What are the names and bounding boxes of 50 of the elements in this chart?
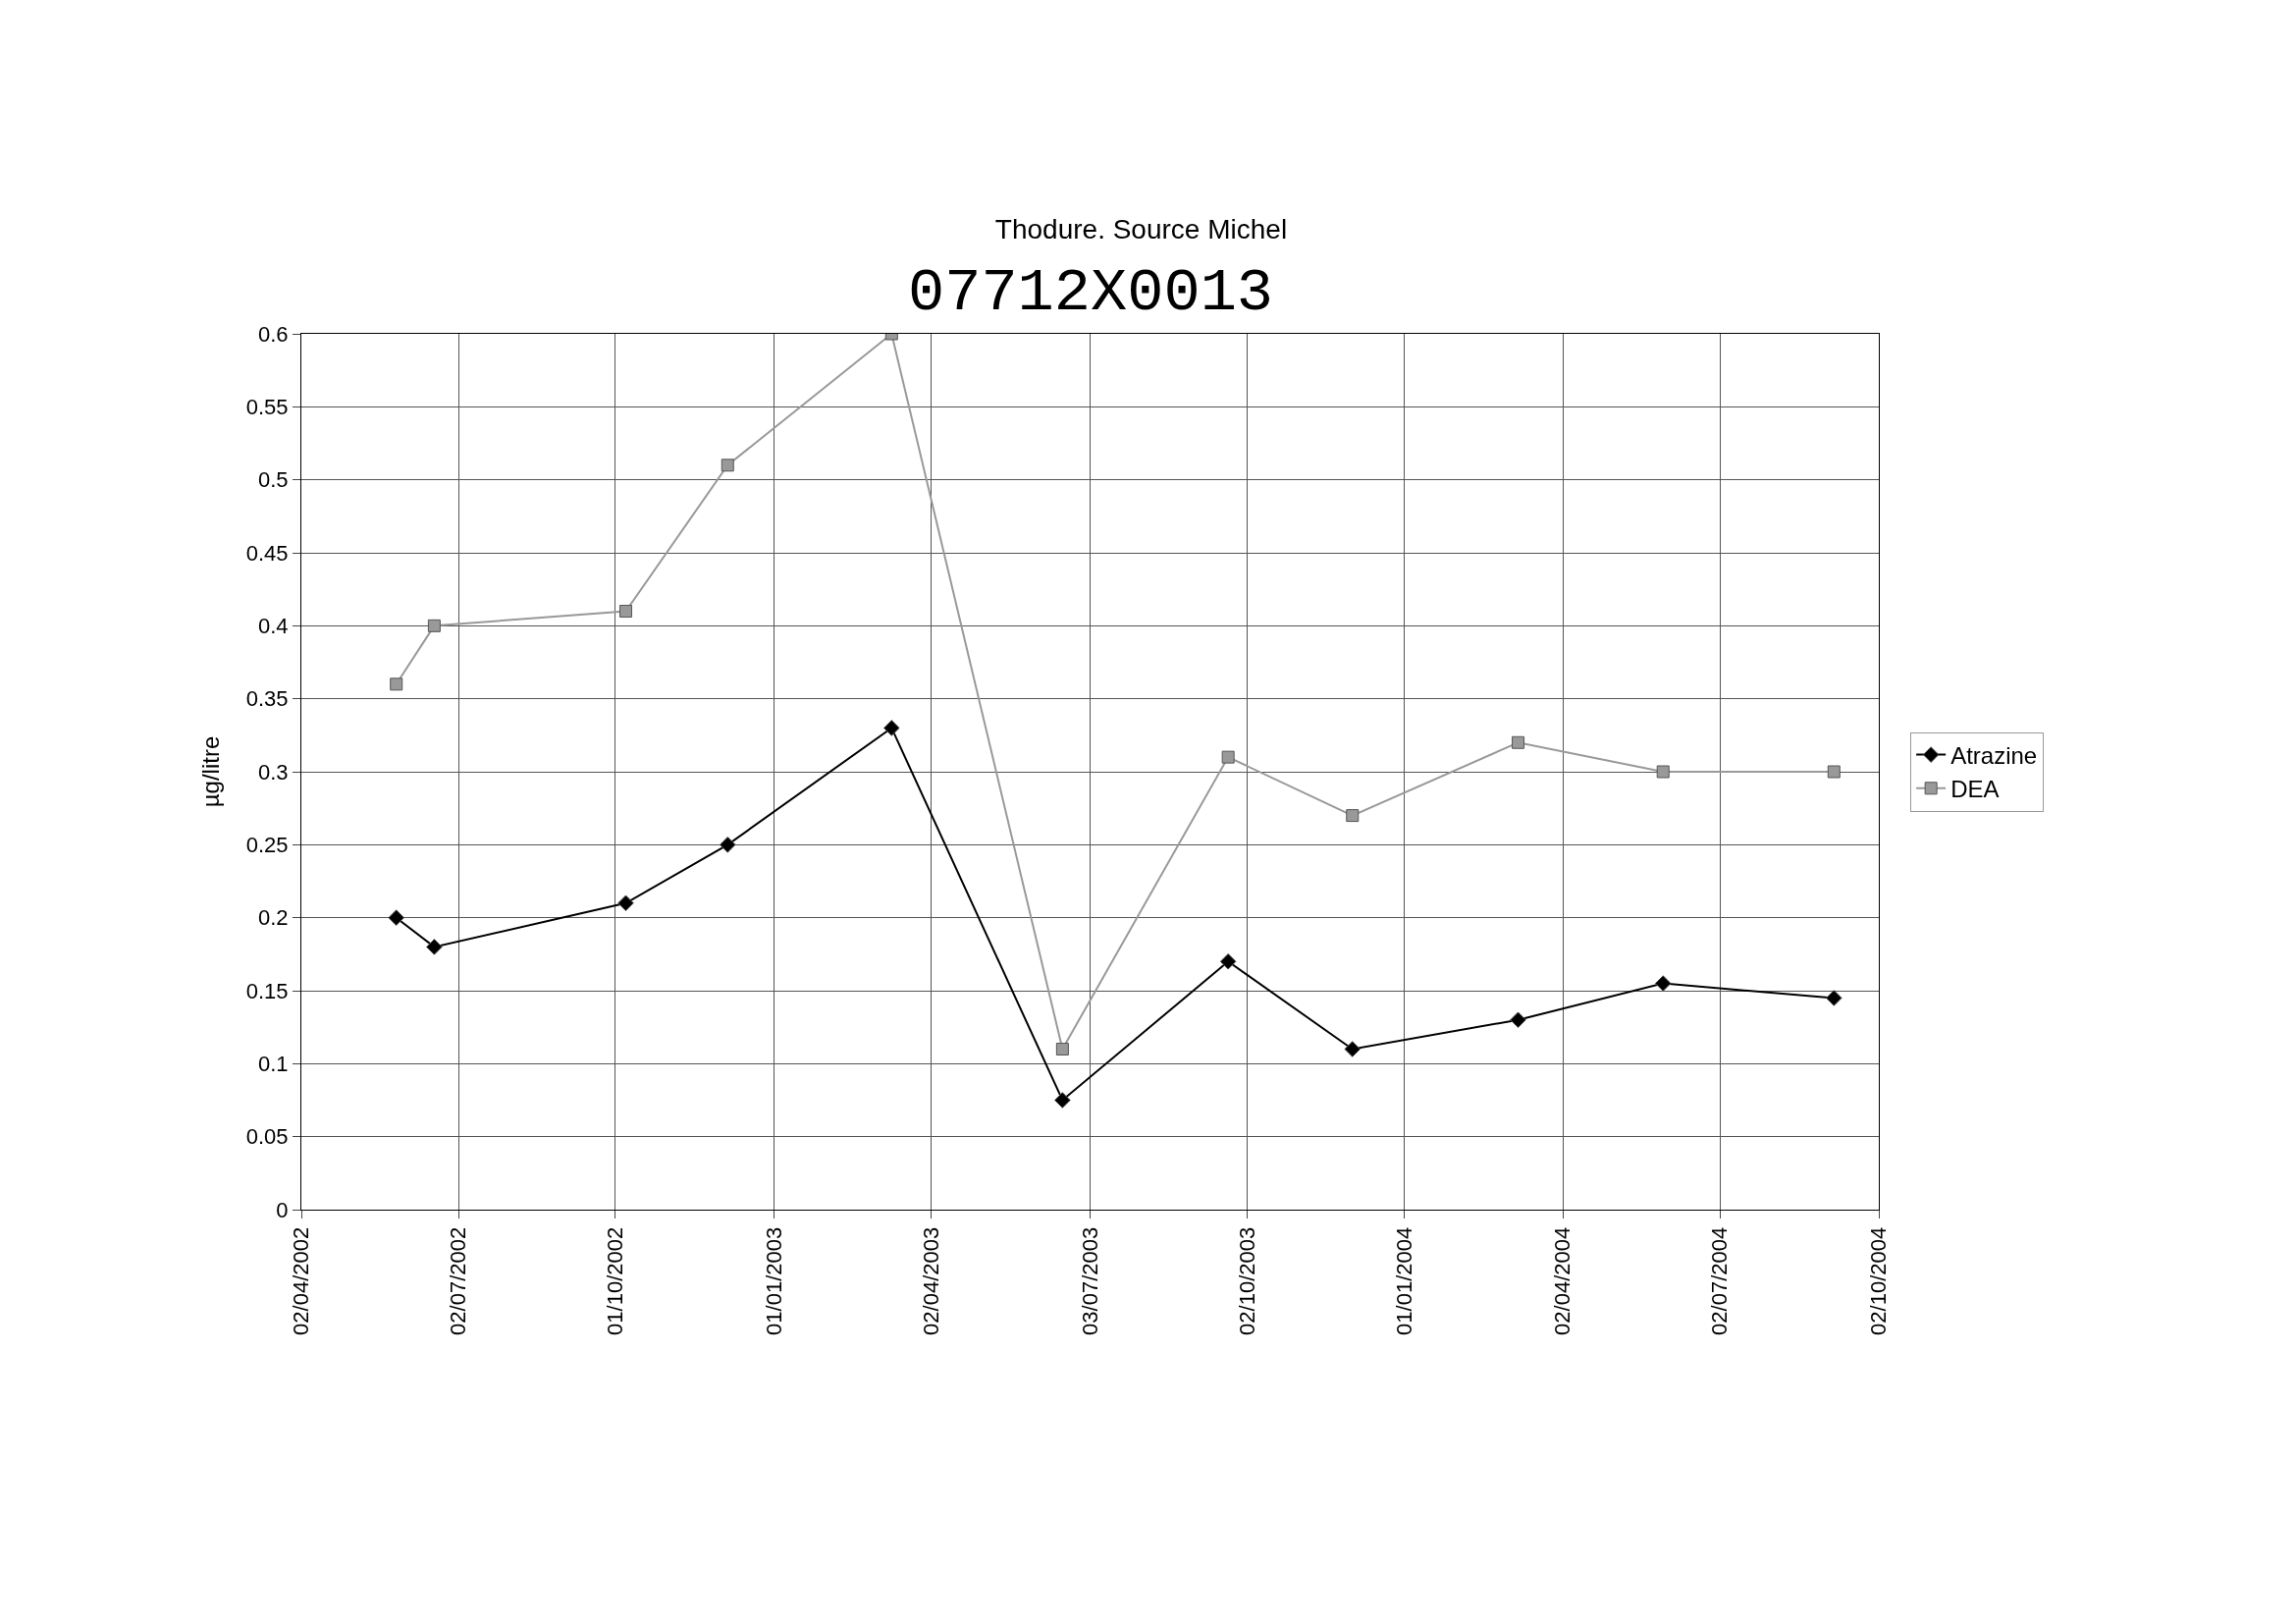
point bbox=[1654, 975, 1672, 992]
x-tick-label: 01/10/2002 bbox=[603, 1226, 628, 1335]
x-tick-label: 01/01/2003 bbox=[761, 1226, 786, 1335]
point bbox=[1054, 1092, 1071, 1109]
y-tick-label: 0.35 bbox=[245, 686, 289, 712]
point bbox=[1055, 1042, 1069, 1056]
chart-title: Thodure. Source Michel bbox=[994, 213, 1288, 244]
x-tick-label: 02/10/2004 bbox=[1866, 1226, 1892, 1335]
point bbox=[1825, 990, 1842, 1006]
x-tick-label: 03/07/2003 bbox=[1077, 1226, 1102, 1335]
x-tick-label: 02/04/2002 bbox=[289, 1226, 314, 1335]
y-tick-label: 0.5 bbox=[258, 467, 289, 493]
point bbox=[1221, 750, 1235, 764]
chart-subtitle: 07712X0013 bbox=[908, 258, 1274, 328]
point bbox=[719, 837, 736, 853]
point bbox=[426, 939, 443, 955]
point bbox=[1510, 1011, 1526, 1029]
point bbox=[1827, 765, 1841, 779]
x-tick-label: 02/10/2003 bbox=[1234, 1226, 1259, 1335]
y-tick-label: 0 bbox=[276, 1197, 289, 1222]
legend-label: DEA bbox=[1950, 776, 2000, 803]
y-tick-label: 0.25 bbox=[245, 833, 289, 858]
x-tick-label: 01/01/2004 bbox=[1391, 1226, 1416, 1335]
y-tick-label: 0.05 bbox=[245, 1124, 289, 1150]
y-tick-label: 0.1 bbox=[258, 1052, 289, 1077]
point bbox=[427, 619, 441, 632]
point bbox=[617, 894, 634, 912]
legend-label: Atrazine bbox=[1950, 741, 2038, 769]
point bbox=[1656, 765, 1670, 779]
point bbox=[1344, 1041, 1362, 1057]
point bbox=[883, 720, 900, 736]
point bbox=[390, 677, 403, 691]
x-tick-label: 02/04/2004 bbox=[1550, 1226, 1575, 1335]
point bbox=[1219, 952, 1237, 970]
y-tick-label: 0.55 bbox=[245, 395, 289, 420]
y-tick-label: 0.2 bbox=[258, 905, 289, 931]
y-axis-title: µg/litre bbox=[196, 735, 224, 808]
y-tick-label: 0.45 bbox=[245, 540, 289, 566]
x-tick-label: 02/07/2004 bbox=[1707, 1226, 1733, 1335]
point bbox=[1512, 735, 1525, 749]
x-tick-label: 02/04/2003 bbox=[918, 1226, 943, 1335]
point bbox=[619, 604, 633, 618]
y-tick-label: 0.15 bbox=[245, 978, 289, 1003]
x-tick-label: 02/07/2002 bbox=[446, 1226, 471, 1335]
y-tick-label: 0.3 bbox=[258, 759, 289, 785]
point bbox=[388, 909, 404, 926]
y-tick-label: 0.6 bbox=[258, 321, 289, 347]
point bbox=[721, 459, 734, 472]
point bbox=[1346, 809, 1360, 823]
y-tick-label: 0.4 bbox=[258, 614, 289, 639]
